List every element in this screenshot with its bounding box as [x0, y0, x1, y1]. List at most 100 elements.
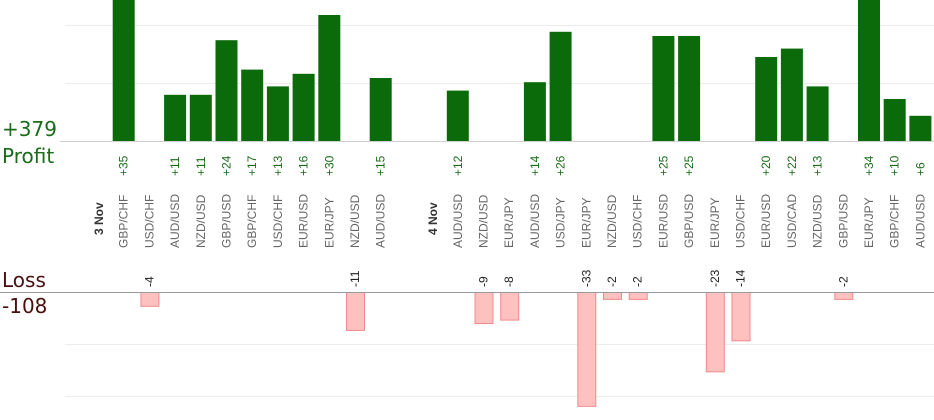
profit-bar	[241, 69, 264, 141]
loss-value-label: -9	[477, 276, 491, 287]
profit-bar	[858, 0, 880, 141]
pair-label: NZD/USD	[605, 194, 619, 248]
loss-bar	[628, 292, 648, 300]
pair-label: USD/JPY	[554, 197, 568, 248]
profit-value-label: +14	[528, 155, 542, 176]
profit-bar	[909, 115, 932, 141]
pair-label: EUR/USD	[297, 194, 311, 248]
pair-label: EUR/USD	[759, 194, 773, 248]
loss-bar	[346, 292, 365, 331]
profit-bar	[266, 86, 289, 141]
loss-bar	[500, 292, 520, 321]
profit-bar	[678, 36, 701, 141]
loss-bar	[140, 292, 160, 307]
pair-label: EUR/JPY	[708, 197, 722, 248]
pair-label: NZD/USD	[477, 194, 491, 248]
loss-value-label: -23	[708, 269, 722, 287]
loss-label: Loss	[2, 268, 46, 292]
pair-label: AUD/USD	[528, 194, 542, 248]
loss-value-label: -2	[605, 276, 619, 287]
pair-label: NZD/USD	[348, 194, 362, 248]
pair-label: USD/CHF	[734, 195, 748, 248]
loss-value-label: -2	[631, 276, 645, 287]
profit-value-label: +11	[168, 156, 182, 176]
pair-label: AUD/USD	[374, 194, 388, 248]
pair-label: EUR/JPY	[579, 197, 593, 248]
loss-bar	[577, 292, 597, 407]
loss-value-label: -14	[734, 269, 748, 287]
profit-bar	[318, 15, 341, 141]
bar-labels: 3 Nov GBP/CHF +35 USD/CHF -4 AUD/USD +11 NZD/US…	[92, 155, 927, 287]
pair-label: USD/CHF	[631, 195, 645, 248]
profit-value-label: +13	[811, 155, 825, 176]
pair-label: AUD/USD	[451, 194, 465, 248]
profit-value-label: +20	[759, 155, 773, 176]
loss-bar	[474, 292, 494, 325]
pair-label: GBP/USD	[836, 194, 850, 248]
profit-value-label: +22	[785, 155, 799, 176]
pair-label: GBP/CHF	[245, 195, 259, 248]
profit-bar	[652, 36, 675, 141]
loss-value-label: -8	[502, 276, 516, 287]
pair-label: GBP/CHF	[888, 195, 902, 248]
profit-value-label: +11	[194, 156, 208, 176]
profit-value-label: +25	[682, 155, 696, 176]
profit-bar	[806, 86, 829, 141]
pair-label: EUR/JPY	[502, 197, 516, 248]
pair-label: AUD/USD	[913, 194, 927, 248]
loss-total: -108	[2, 294, 48, 318]
loss-bar	[603, 292, 622, 300]
pair-label: GBP/USD	[682, 194, 696, 248]
loss-value-label: -11	[348, 270, 362, 287]
profit-value-label: +34	[862, 155, 876, 176]
profit-value-label: +12	[451, 155, 465, 176]
pair-label: GBP/CHF	[117, 195, 131, 248]
profit-value-label: +17	[245, 155, 259, 176]
profit-value-label: +25	[656, 155, 670, 176]
profit-bar	[755, 57, 778, 141]
date-label: 4 Nov	[426, 202, 440, 235]
profit-bars	[112, 0, 932, 142]
profit-bar	[369, 78, 392, 141]
profit-bar	[446, 90, 469, 141]
loss-bar	[834, 292, 854, 300]
pair-label: NZD/USD	[811, 194, 825, 248]
loss-value-label: -33	[579, 269, 593, 287]
profit-value-label: +26	[554, 155, 568, 176]
profit-value-label: +13	[271, 155, 285, 176]
pair-label: AUD/USD	[168, 194, 182, 248]
profit-value-label: +10	[888, 155, 902, 176]
loss-bar	[705, 292, 725, 373]
loss-value-label: -4	[142, 276, 156, 287]
profit-bar	[523, 82, 546, 141]
pair-label: USD/CAD	[785, 194, 799, 248]
loss-value-label: -2	[836, 276, 850, 287]
profit-bar	[164, 94, 187, 141]
profit-label: Profit	[2, 144, 55, 168]
profit-bar	[549, 31, 572, 141]
profit-bar	[215, 40, 238, 142]
pair-label: EUR/JPY	[862, 197, 876, 248]
profit-total: +379	[2, 117, 57, 141]
profit-value-label: +6	[913, 162, 927, 176]
profit-value-label: +15	[374, 155, 388, 176]
profit-value-label: +16	[297, 155, 311, 176]
date-label: 3 Nov	[92, 202, 106, 235]
profit-bar	[189, 94, 212, 141]
pair-label: EUR/JPY	[322, 197, 336, 248]
loss-bars	[140, 292, 854, 407]
profit-bar	[112, 0, 135, 141]
pair-label: EUR/USD	[656, 194, 670, 248]
profit-value-label: +35	[117, 155, 131, 176]
profit-bar	[292, 73, 315, 141]
pair-label: GBP/USD	[220, 194, 234, 248]
pair-label: USD/CHF	[142, 195, 156, 248]
pair-label: USD/CHF	[271, 195, 285, 248]
profit-value-label: +24	[220, 155, 234, 176]
profit-bar	[883, 99, 906, 141]
loss-bar	[731, 292, 751, 342]
profit-value-label: +30	[322, 155, 336, 176]
pair-label: NZD/USD	[194, 194, 208, 248]
profit-bar	[780, 48, 803, 141]
